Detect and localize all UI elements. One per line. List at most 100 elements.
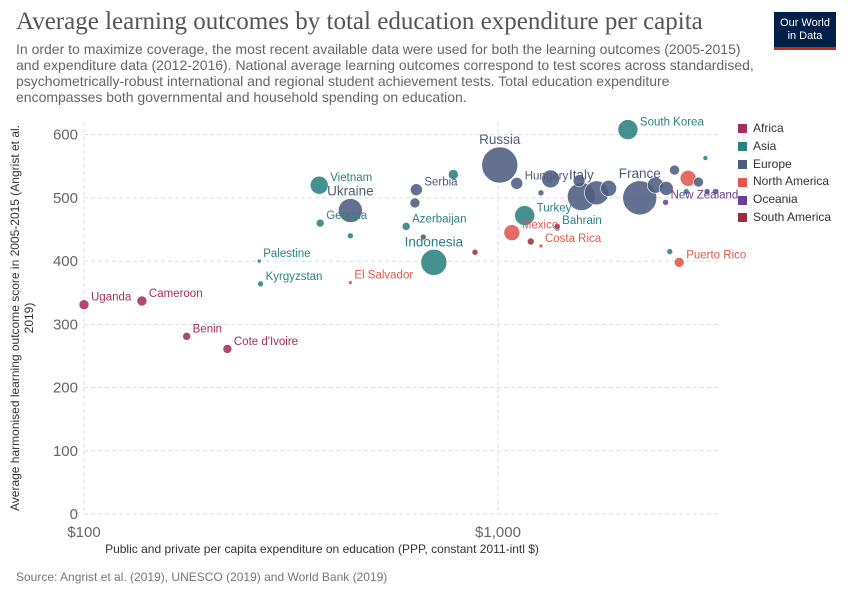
point-label: Palestine <box>263 248 310 260</box>
y-tick-label: 100 <box>53 443 78 460</box>
data-point[interactable] <box>78 299 90 311</box>
data-point[interactable] <box>348 280 353 285</box>
legend-swatch <box>738 177 747 187</box>
logo-line-2: in Data <box>787 30 823 42</box>
data-point[interactable] <box>572 174 586 188</box>
point-label: Kyrgyzstan <box>266 271 323 283</box>
data-point[interactable] <box>538 243 544 249</box>
data-point[interactable] <box>682 188 690 195</box>
point-label: South Korea <box>640 117 705 129</box>
point-label: El Salvador <box>354 270 413 282</box>
x-tick-label: $100 <box>67 524 100 541</box>
point-label: Italy <box>569 168 594 183</box>
data-point[interactable] <box>669 164 680 176</box>
data-point[interactable] <box>666 248 674 255</box>
data-point[interactable] <box>309 175 329 195</box>
data-point[interactable] <box>526 237 535 246</box>
point-label: Costa Rica <box>545 233 602 245</box>
grid-lines <box>83 122 718 515</box>
legend-swatch <box>738 142 747 152</box>
point-label: Serbia <box>424 177 458 189</box>
chart-title: Average learning outcomes by total educa… <box>16 8 703 35</box>
data-point[interactable] <box>503 224 521 241</box>
legend-item[interactable]: Africa <box>738 120 831 138</box>
legend-label: Asia <box>753 138 777 153</box>
logo-line-1: Our World <box>780 17 830 29</box>
data-points <box>78 119 719 354</box>
point-label: Cameroon <box>149 288 203 300</box>
legend-item[interactable]: Europe <box>738 156 831 174</box>
legend-item[interactable]: South America <box>738 209 831 227</box>
data-point[interactable] <box>401 222 411 231</box>
data-point[interactable] <box>553 223 561 230</box>
data-point[interactable] <box>703 188 711 195</box>
legend-label: Oceania <box>753 192 798 207</box>
data-point[interactable] <box>673 257 685 268</box>
point-label: New Zealand <box>671 189 739 201</box>
data-point[interactable] <box>419 233 427 241</box>
point-label: Bahrain <box>562 215 602 227</box>
legend-item[interactable]: Asia <box>738 138 831 156</box>
legend-label: Europe <box>753 156 792 171</box>
data-point[interactable] <box>537 189 545 197</box>
owid-logo[interactable]: Our World in Data <box>774 12 836 50</box>
data-point[interactable] <box>702 155 709 161</box>
y-tick-label: 500 <box>53 190 78 207</box>
point-label: Georgia <box>326 210 368 222</box>
data-point[interactable] <box>256 258 262 264</box>
data-point[interactable] <box>347 232 354 240</box>
data-point[interactable] <box>600 180 617 197</box>
y-tick-label: 600 <box>53 127 78 144</box>
point-label: Uganda <box>91 292 132 304</box>
legend-label: Africa <box>753 121 784 135</box>
legend-label: South America <box>753 209 832 224</box>
data-point[interactable] <box>420 249 448 276</box>
data-point[interactable] <box>448 169 459 180</box>
legend-swatch <box>738 159 747 169</box>
point-label: Russia <box>479 132 521 147</box>
data-point[interactable] <box>222 344 233 354</box>
data-point[interactable] <box>136 295 148 307</box>
data-point[interactable] <box>693 176 704 188</box>
legend-item[interactable]: Oceania <box>738 191 831 209</box>
legend-swatch <box>738 124 747 134</box>
data-point[interactable] <box>541 169 560 189</box>
y-axis-label: Average harmonised learning outcome scor… <box>8 125 36 511</box>
data-point[interactable] <box>338 198 363 223</box>
point-label: Turkey <box>537 203 572 215</box>
data-point[interactable] <box>481 146 519 184</box>
point-label: Mexico <box>522 220 558 232</box>
axis-ticks: 0 100 200 300 400 500 600 $100 $1,000 <box>53 127 521 541</box>
point-label: Benin <box>193 323 222 335</box>
data-point[interactable] <box>182 332 191 341</box>
y-tick-label: 200 <box>53 380 78 397</box>
point-label: France <box>619 166 661 181</box>
legend-item[interactable]: North America <box>738 173 831 191</box>
point-label: Azerbaijan <box>412 213 466 225</box>
point-label: Cote d'Ivoire <box>234 336 298 348</box>
source-note: Source: Angrist et al. (2019), UNESCO (2… <box>16 570 388 584</box>
legend-swatch <box>738 195 747 205</box>
legend-swatch <box>738 213 747 223</box>
data-point[interactable] <box>514 205 535 226</box>
data-point[interactable] <box>409 197 421 209</box>
legend: Africa Asia Europe North America Oceania Sout… <box>738 120 831 227</box>
data-point[interactable] <box>471 248 479 256</box>
point-label: Puerto Rico <box>686 249 746 261</box>
point-label: Indonesia <box>405 234 464 249</box>
point-label: Hungary <box>525 170 569 182</box>
x-axis-label: Public and private per capita expenditur… <box>105 542 539 556</box>
data-point[interactable] <box>410 183 423 196</box>
data-point[interactable] <box>662 198 669 206</box>
data-point[interactable] <box>510 177 524 190</box>
data-point[interactable] <box>315 218 325 228</box>
x-tick-label: $1,000 <box>475 524 521 541</box>
data-point[interactable] <box>617 119 639 140</box>
data-point[interactable] <box>257 280 264 288</box>
data-point[interactable] <box>658 181 674 196</box>
chart-subtitle: In order to maximize coverage, the most … <box>16 41 754 105</box>
point-labels: Uganda Cameroon Benin Cote d'Ivoire Palestin… <box>91 117 746 348</box>
y-tick-label: 0 <box>70 506 78 523</box>
data-point[interactable] <box>712 188 719 195</box>
point-label: Ukraine <box>327 184 374 199</box>
